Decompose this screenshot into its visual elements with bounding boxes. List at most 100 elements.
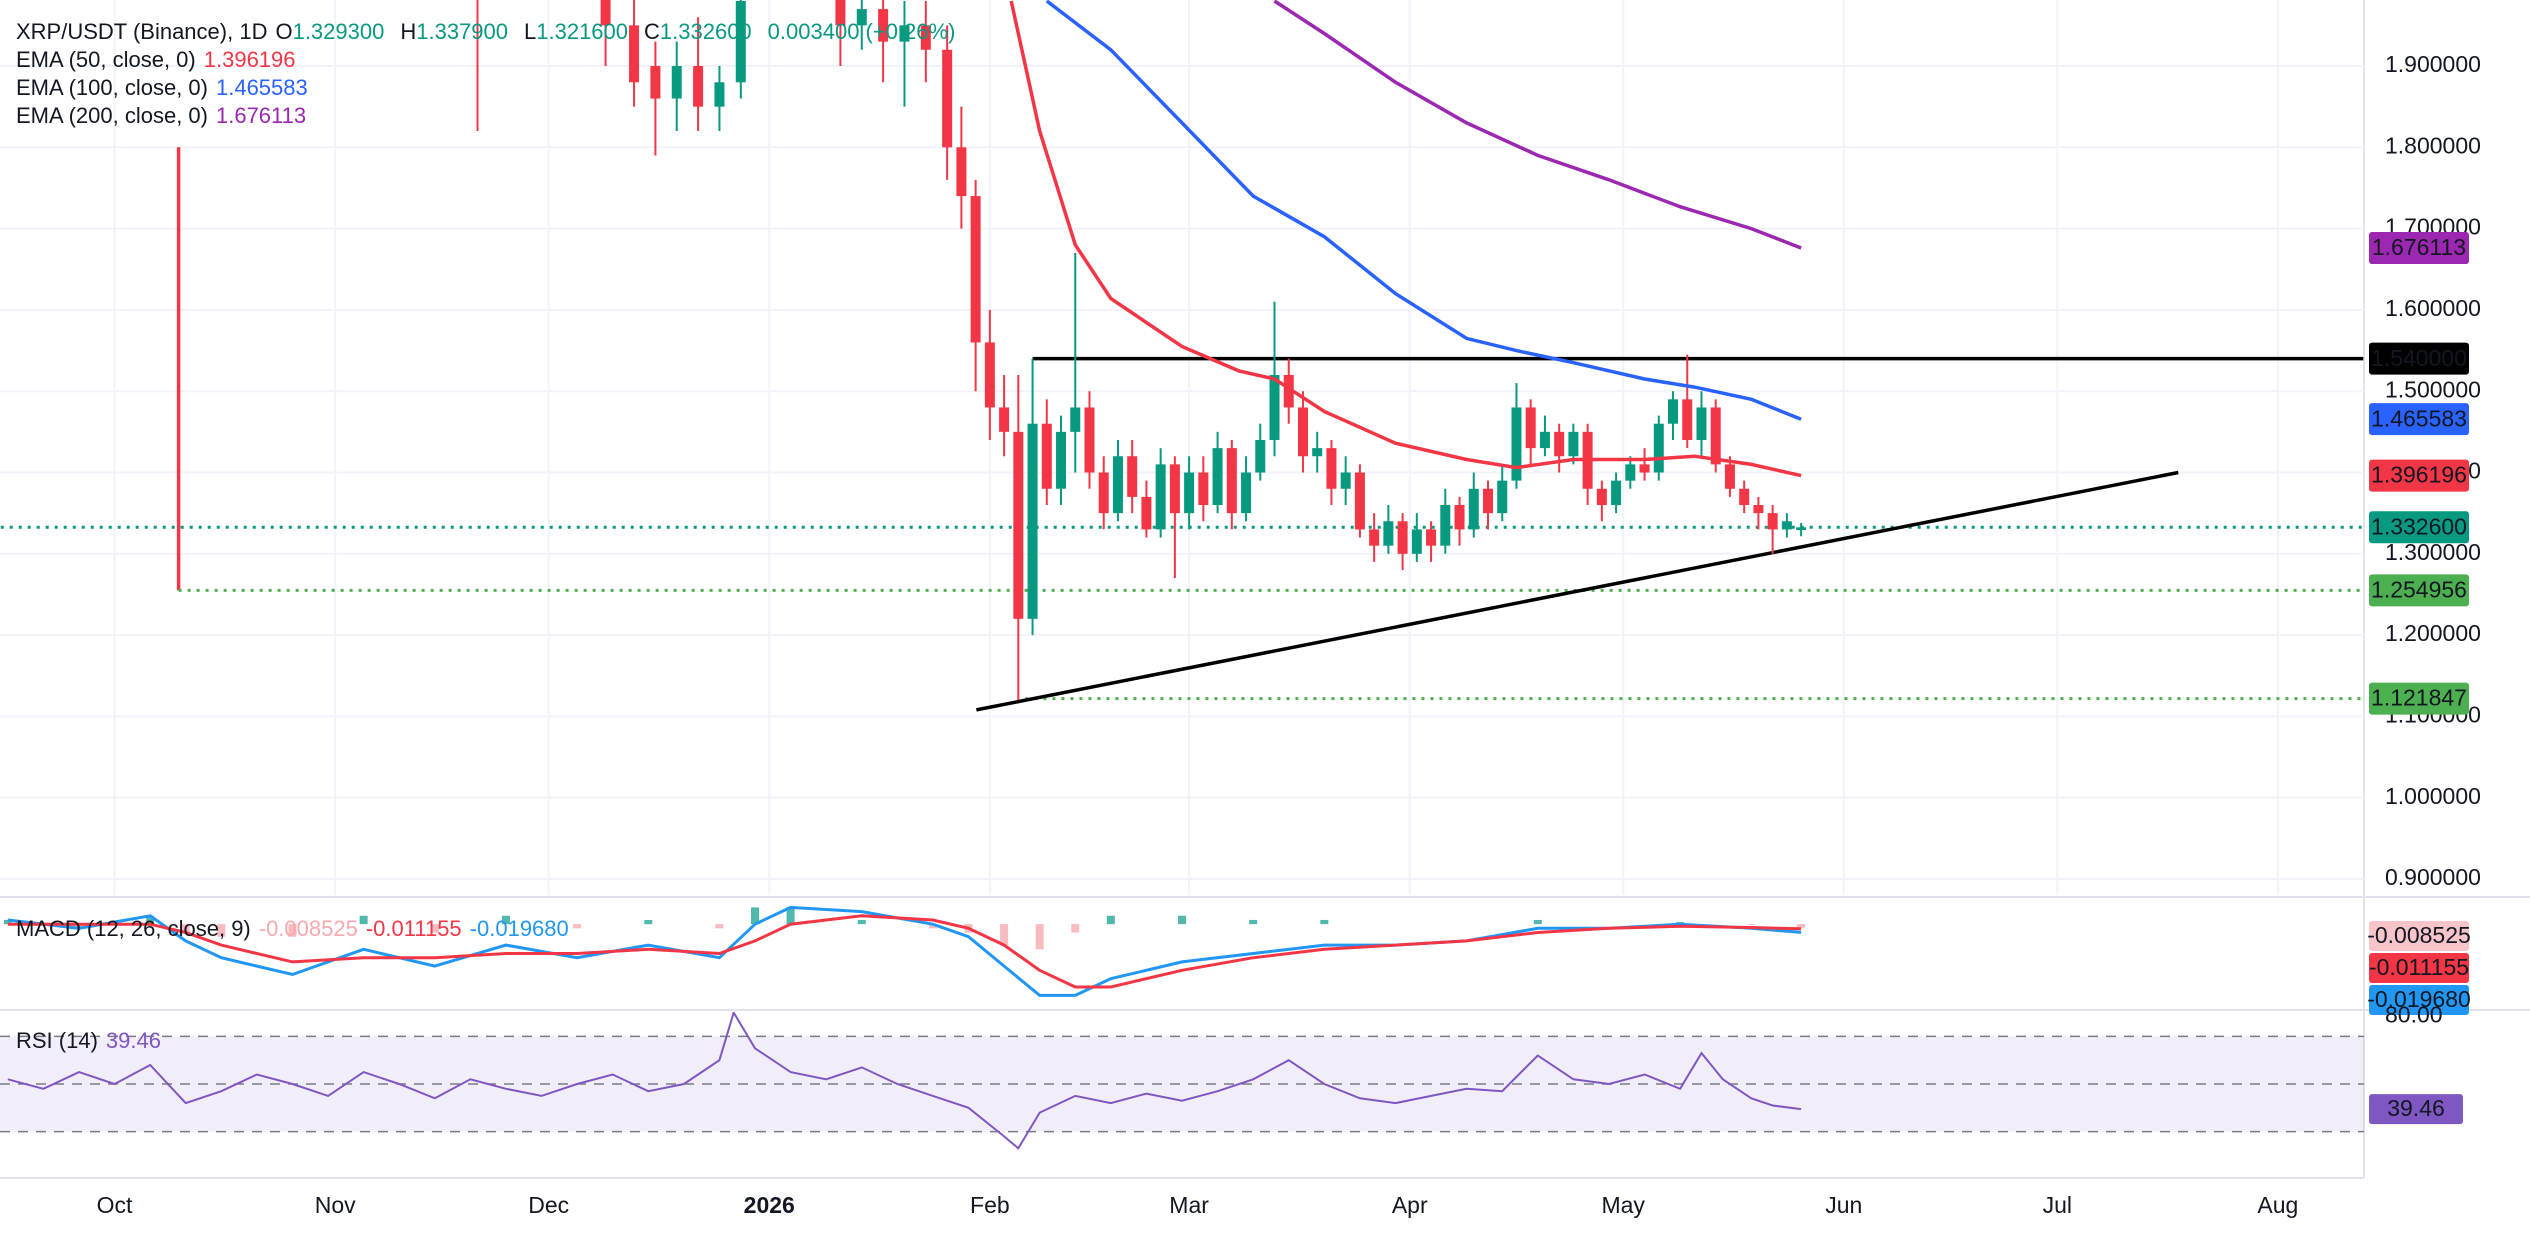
axes: 0.9000001.0000001.1000001.2000001.300000… — [97, 51, 2481, 1218]
macd-tag-label: -0.008525 — [2367, 922, 2471, 948]
candle-body — [1340, 472, 1351, 489]
candle-body — [671, 66, 682, 99]
price-tag-label: 1.540000 — [2371, 345, 2467, 371]
candle-body — [1169, 464, 1180, 514]
legend-value: -0.008525 — [258, 916, 358, 941]
candle-body — [1539, 431, 1550, 449]
price-tag-label: 1.396196 — [2371, 462, 2467, 488]
macd-histogram-bar — [751, 907, 760, 925]
candle-body — [1781, 521, 1792, 530]
legend-value: -0.011155 — [365, 916, 462, 941]
candle-body — [1283, 374, 1294, 408]
rsi-legend: RSI (14) 39.46 — [16, 1027, 169, 1055]
price-legend: XRP/USDT (Binance), 1D O1.329300 H1.337900… — [16, 18, 963, 130]
candle-body — [1397, 521, 1408, 554]
ohlc-item: H1.337900 — [400, 19, 516, 44]
macd-histogram-bar — [928, 924, 937, 929]
drawing-line — [976, 470, 2179, 712]
y-tick-label: 1.200000 — [2385, 620, 2481, 646]
legend-value: 39.46 — [105, 1028, 161, 1053]
candle-body — [1127, 456, 1138, 497]
candle-body — [1326, 448, 1337, 489]
candle-body — [856, 9, 867, 26]
candle-body — [1198, 472, 1209, 506]
price-tag-label: 1.676113 — [2372, 234, 2466, 260]
x-tick-label: Jun — [1825, 1192, 1862, 1218]
macd-tag — [2369, 921, 2469, 951]
candle-body — [999, 407, 1010, 432]
candle-body — [1269, 374, 1280, 440]
rsi-line — [7, 1012, 1802, 1150]
candle-body — [1226, 448, 1237, 514]
candle-body — [1241, 472, 1252, 514]
ohlc-value: 1.332600 — [659, 19, 752, 44]
ohlc-value: 1.321600 — [536, 19, 629, 44]
macd-histogram-bar — [715, 924, 724, 929]
candle-body — [1653, 423, 1664, 473]
candle-body — [1141, 496, 1152, 530]
x-tick-label: Oct — [97, 1192, 133, 1218]
ohlc-item: C1.332600 — [644, 19, 760, 44]
legend-value: 1.676113 — [215, 103, 307, 128]
macd-histogram-bar — [430, 924, 439, 933]
candle-body — [1013, 431, 1024, 619]
price-tag — [2369, 682, 2469, 715]
price-tag-label: 1.254956 — [2371, 576, 2467, 602]
y-tick-label: 1.600000 — [2385, 295, 2481, 321]
legend-name: EMA (200, close, 0) — [16, 103, 208, 128]
candle-body — [1354, 472, 1365, 530]
candle-body — [714, 82, 725, 107]
macd-histogram-bar — [1000, 924, 1009, 946]
x-tick-label: Jul — [2043, 1192, 2072, 1218]
macd-tag — [2369, 985, 2469, 1015]
candle-body — [1027, 423, 1038, 619]
macd-histogram-bar — [181, 924, 190, 933]
candle-body — [693, 66, 704, 107]
candle-body — [1312, 448, 1323, 457]
candle-body — [1511, 407, 1522, 481]
legend-name: EMA (50, close, 0) — [16, 47, 196, 72]
macd-histogram-bar — [217, 924, 226, 937]
y-tick-label: 1.900000 — [2385, 51, 2481, 77]
candle-body — [1056, 431, 1067, 489]
candle-body — [1297, 407, 1308, 457]
candle-body — [1155, 464, 1166, 530]
candle-body — [1041, 423, 1052, 489]
ema-line — [1273, 0, 1802, 250]
ohlc-value: 1.329300 — [292, 19, 385, 44]
price-tag — [2369, 511, 2469, 544]
candle-body — [1668, 399, 1679, 424]
candle-body — [1596, 488, 1607, 506]
macd-histogram-bar — [857, 919, 866, 925]
macd-line — [7, 914, 1802, 989]
candle-body — [984, 342, 995, 408]
candle-body — [920, 25, 931, 50]
x-tick-label: Feb — [970, 1192, 1010, 1218]
candle-body — [1682, 399, 1693, 440]
macd-histogram-bar — [501, 915, 510, 925]
macd-histogram-bar — [1071, 924, 1080, 933]
ohlc-value: 1.337900 — [416, 19, 508, 44]
candle-body — [1084, 407, 1095, 473]
candle-body — [1568, 431, 1579, 457]
ohlc-key: C — [644, 19, 660, 44]
ohlc-item: L1.321600 — [524, 19, 636, 44]
macd-histogram-bar — [1797, 924, 1806, 928]
price-pane — [0, 0, 2364, 895]
macd-histogram-bar — [1533, 919, 1542, 925]
candle-body — [1112, 456, 1123, 514]
macd-tag-label: -0.011155 — [2369, 954, 2469, 980]
symbol: XRP/USDT (Binance), 1D — [16, 19, 268, 44]
candle-body — [1212, 448, 1223, 506]
y-tick-label: 1.500000 — [2385, 376, 2481, 402]
legend-value: 1.465583 — [215, 75, 308, 100]
price-tag — [2369, 232, 2469, 265]
macd-histogram-bar — [573, 924, 582, 929]
price-tag-label: 1.465583 — [2371, 405, 2467, 431]
x-tick-label: Nov — [315, 1192, 356, 1218]
candle-body — [899, 25, 910, 42]
legend-value: -0.019680 — [469, 916, 569, 941]
candle-body — [942, 49, 953, 148]
candle-body — [1411, 529, 1422, 554]
